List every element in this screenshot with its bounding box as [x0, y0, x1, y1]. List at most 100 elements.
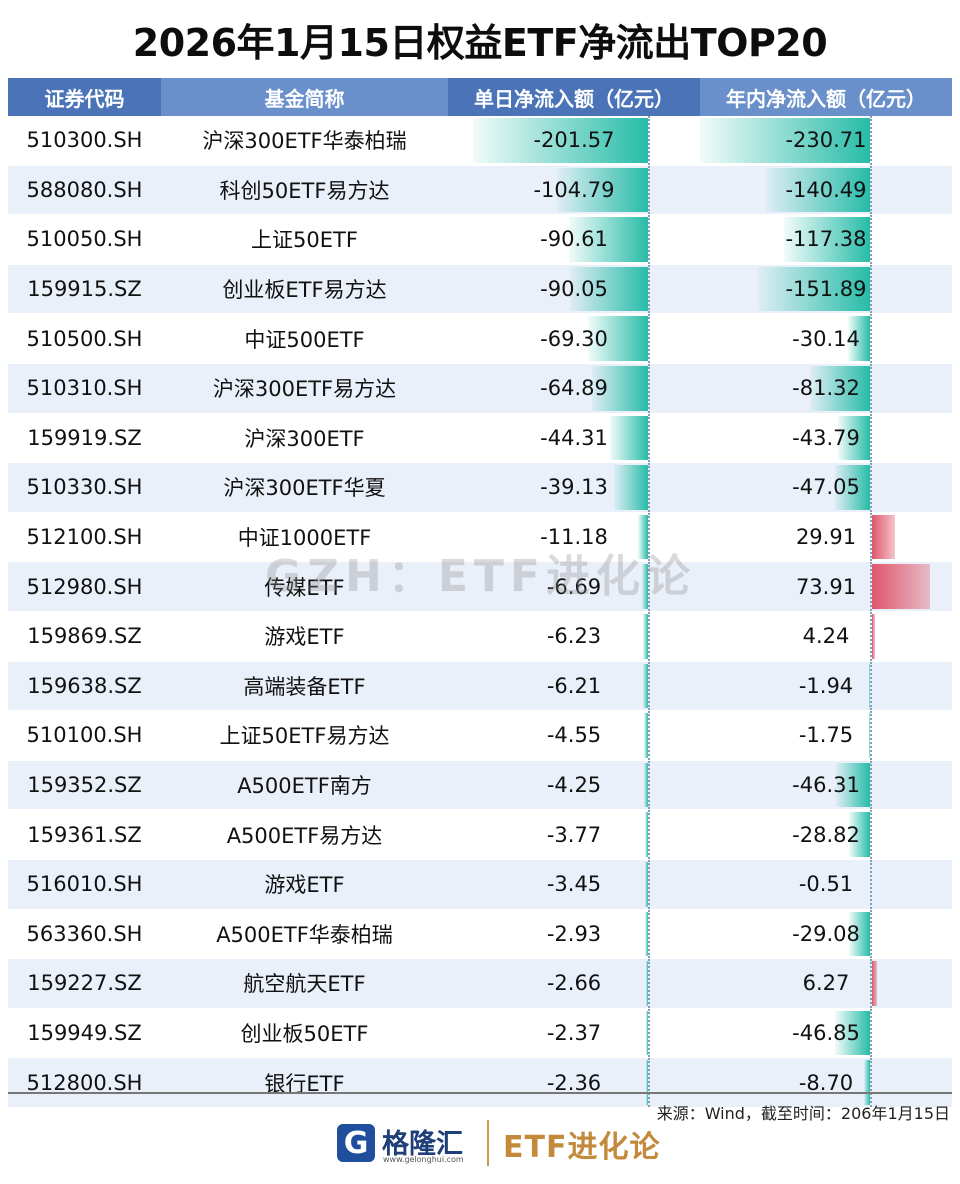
- ytd-flow-cell: -230.71: [700, 116, 952, 166]
- ytd-flow-axis: [870, 711, 872, 760]
- daily-flow-axis: [648, 413, 650, 462]
- ytd-flow-axis: [870, 512, 872, 561]
- fund-name: 创业板50ETF: [161, 1008, 448, 1059]
- fund-code: 512980.SH: [8, 561, 161, 612]
- table-row: 159949.SZ 创业板50ETF -2.37 -46.85: [8, 1008, 952, 1059]
- daily-flow-cell: -6.69: [448, 561, 700, 612]
- ytd-flow-bar: [835, 1010, 870, 1056]
- daily-flow-value: -39.13: [540, 475, 608, 500]
- ytd-flow-cell: -151.89: [700, 264, 952, 315]
- daily-flow-cell: -90.05: [448, 264, 700, 315]
- daily-flow-cell: -2.93: [448, 909, 700, 960]
- ytd-flow-axis: [870, 463, 872, 512]
- daily-flow-cell: -69.30: [448, 313, 700, 364]
- daily-flow-bar: [614, 465, 648, 510]
- daily-flow-bar: [642, 613, 648, 659]
- ytd-flow-axis: [870, 909, 872, 958]
- ytd-flow-cell: -29.08: [700, 909, 952, 960]
- daily-flow-value: -69.30: [540, 326, 608, 351]
- daily-flow-bar: [644, 812, 648, 857]
- daily-flow-cell: -6.21: [448, 661, 700, 712]
- daily-flow-bar: [609, 415, 648, 461]
- daily-flow-cell: -64.89: [448, 363, 700, 414]
- ytd-flow-bar: [835, 465, 870, 510]
- ytd-flow-value: 6.27: [802, 971, 850, 996]
- daily-flow-bar: [473, 118, 648, 163]
- daily-flow-cell: -2.37: [448, 1008, 700, 1059]
- ytd-flow-axis: [870, 116, 872, 165]
- table-row: 159919.SZ 沪深300ETF -44.31 -43.79: [8, 413, 952, 464]
- daily-flow-value: -4.25: [546, 773, 602, 798]
- daily-flow-cell: -4.25: [448, 760, 700, 811]
- table-row: 516010.SH 游戏ETF -3.45 -0.51: [8, 859, 952, 910]
- daily-flow-bar: [644, 762, 648, 808]
- fund-code: 510330.SH: [8, 462, 161, 513]
- brand-url: www.gelonghui.com: [383, 1155, 464, 1164]
- fund-name: 创业板ETF易方达: [161, 264, 448, 315]
- daily-flow-value: -2.66: [546, 971, 602, 996]
- daily-flow-axis: [648, 264, 650, 313]
- ytd-flow-bar: [758, 266, 870, 312]
- ytd-flow-cell: -0.51: [700, 859, 952, 910]
- ytd-flow-axis: [870, 661, 872, 710]
- fund-code: 159915.SZ: [8, 264, 161, 315]
- ytd-flow-value: -230.71: [785, 128, 867, 153]
- daily-flow-value: -104.79: [533, 177, 615, 202]
- ytd-flow-axis: [870, 859, 872, 909]
- ytd-flow-axis: [870, 810, 872, 859]
- daily-flow-bar: [645, 1060, 648, 1105]
- brand-divider: [487, 1120, 489, 1166]
- daily-flow-axis: [648, 611, 650, 661]
- table-row: 159352.SZ A500ETF南方 -4.25 -46.31: [8, 760, 952, 811]
- ytd-flow-value: -46.85: [792, 1020, 860, 1045]
- ytd-flow-axis: [870, 314, 872, 363]
- fund-name: 游戏ETF: [161, 611, 448, 662]
- table-row: 512100.SH 中证1000ETF -11.18 29.91: [8, 512, 952, 563]
- etf-outflow-table: 证券代码 基金简称 单日净流入额（亿元） 年内净流入额（亿元） 510300.S…: [8, 78, 952, 1108]
- fund-name: A500ETF南方: [161, 760, 448, 811]
- fund-name: 科创50ETF易方达: [161, 165, 448, 216]
- ytd-flow-cell: 29.91: [700, 512, 952, 563]
- daily-flow-axis: [648, 711, 650, 760]
- ytd-flow-value: -151.89: [785, 277, 867, 302]
- ytd-flow-cell: 6.27: [700, 958, 952, 1009]
- ytd-flow-value: -29.08: [792, 921, 860, 946]
- ytd-flow-cell: -1.94: [700, 661, 952, 712]
- daily-flow-value: -11.18: [540, 525, 608, 550]
- ytd-flow-bar: [848, 812, 870, 857]
- fund-name: 中证500ETF: [161, 313, 448, 364]
- daily-flow-value: -90.05: [540, 277, 608, 302]
- fund-code: 510500.SH: [8, 313, 161, 364]
- table-row: 510310.SH 沪深300ETF易方达 -64.89 -81.32: [8, 363, 952, 414]
- ytd-flow-bar: [783, 217, 870, 262]
- daily-flow-bar: [638, 514, 648, 560]
- daily-flow-bar: [645, 961, 648, 1006]
- fund-name: 沪深300ETF华泰柏瑞: [161, 116, 448, 166]
- table-row: 159915.SZ 创业板ETF易方达 -90.05 -151.89: [8, 264, 952, 315]
- fund-code: 516010.SH: [8, 859, 161, 910]
- daily-flow-cell: -11.18: [448, 512, 700, 563]
- daily-flow-axis: [648, 859, 650, 909]
- daily-flow-axis: [648, 959, 650, 1008]
- ytd-flow-bar: [810, 365, 870, 411]
- ytd-flow-bar: [848, 911, 870, 957]
- table-row: 588080.SH 科创50ETF易方达 -104.79 -140.49: [8, 165, 952, 216]
- ytd-flow-bar: [868, 713, 870, 758]
- ytd-flow-value: 4.24: [802, 624, 850, 649]
- ytd-flow-value: -43.79: [792, 425, 860, 450]
- daily-flow-cell: -2.66: [448, 958, 700, 1009]
- daily-flow-cell: -90.61: [448, 214, 700, 265]
- daily-flow-cell: -4.55: [448, 710, 700, 761]
- daily-flow-cell: -2.36: [448, 1057, 700, 1108]
- ytd-flow-axis: [870, 264, 872, 313]
- ytd-flow-value: -0.51: [798, 872, 854, 897]
- table-row: 510330.SH 沪深300ETF华夏 -39.13 -47.05: [8, 462, 952, 513]
- ytd-flow-value: -140.49: [785, 177, 867, 202]
- fund-name: 沪深300ETF易方达: [161, 363, 448, 414]
- fund-name: 游戏ETF: [161, 859, 448, 910]
- fund-code: 159869.SZ: [8, 611, 161, 662]
- ytd-flow-value: -46.31: [792, 773, 860, 798]
- ytd-flow-cell: -30.14: [700, 313, 952, 364]
- ytd-flow-value: 73.91: [795, 574, 857, 599]
- brand-name: 格隆汇: [382, 1129, 463, 1160]
